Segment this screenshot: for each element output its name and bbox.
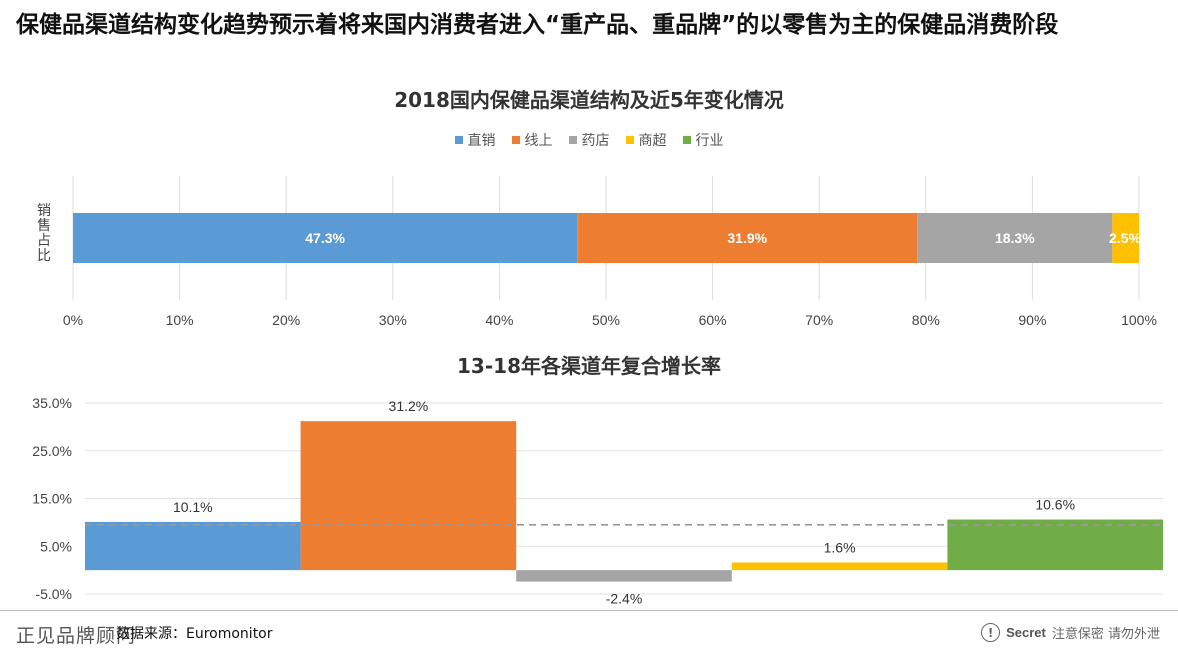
x-tick-label: 90% — [1018, 312, 1046, 328]
legend-swatch — [682, 136, 691, 144]
y-tick-label: 15.0% — [32, 491, 72, 507]
legend-swatch — [568, 136, 577, 144]
growth-data-label: 31.2% — [389, 398, 429, 414]
stacked-bar-segment — [73, 213, 578, 263]
growth-bar — [516, 570, 732, 582]
legend-swatch — [511, 136, 520, 144]
growth-data-label: 1.6% — [824, 539, 856, 555]
x-tick-label: 60% — [699, 312, 727, 328]
ylabel-char: 售 — [37, 218, 51, 234]
segment-data-label: 47.3% — [305, 230, 345, 246]
segment-data-label: 31.9% — [727, 230, 767, 246]
stacked-bar-segment — [1112, 213, 1139, 263]
growth-bar — [947, 519, 1163, 571]
growth-bar — [85, 521, 301, 571]
x-tick-label: 20% — [272, 312, 300, 328]
ylabel-char: 比 — [37, 248, 51, 264]
ylabel-char: 销 — [37, 203, 51, 219]
growth-chart-title: 13-18年各渠道年复合增长率 — [457, 354, 721, 378]
brand-logo: 正见品牌顾问 — [16, 625, 137, 647]
secret-label: Secret — [1006, 625, 1046, 640]
legend-item: 商超 — [625, 130, 667, 150]
stacked-chart-ylabel: 销售占比 — [34, 204, 54, 264]
x-tick-label: 50% — [592, 312, 620, 328]
growth-bar — [300, 421, 517, 571]
y-tick-label: 25.0% — [32, 443, 72, 459]
segment-data-label: 2.5% — [1109, 230, 1141, 246]
legend-item: 直销 — [454, 130, 496, 150]
ylabel-char: 占 — [37, 233, 51, 249]
confidential-notice: ! Secret 注意保密 请勿外泄 — [981, 623, 1160, 642]
stacked-bar-segment — [577, 213, 918, 263]
legend-swatch — [454, 136, 463, 144]
legend-label: 商超 — [638, 133, 667, 149]
data-source: 数据来源：Euromonitor — [116, 626, 273, 642]
legend-label: 药店 — [581, 133, 610, 149]
page-headline: 保健品渠道结构变化趋势预示着将来国内消费者进入“重产品、重品牌”的以零售为主的保… — [16, 12, 1059, 38]
legend-item: 线上 — [511, 130, 553, 150]
legend-label: 直销 — [467, 133, 496, 149]
x-tick-label: 80% — [912, 312, 940, 328]
exclamation-circle-icon: ! — [981, 623, 1001, 642]
y-tick-label: 35.0% — [32, 395, 72, 411]
growth-data-label: -2.4% — [606, 591, 643, 607]
growth-data-label: 10.1% — [173, 499, 213, 515]
legend-label: 行业 — [695, 133, 724, 149]
stacked-bar-segment — [917, 213, 1113, 263]
x-tick-label: 100% — [1121, 312, 1157, 328]
stacked-chart-legend: 直销 线上 药店 商超 行业 — [0, 130, 1178, 150]
segment-data-label: 18.3% — [995, 230, 1035, 246]
x-tick-label: 10% — [166, 312, 194, 328]
legend-swatch — [625, 136, 634, 144]
footer-divider — [0, 610, 1178, 611]
growth-data-label: 10.6% — [1035, 497, 1075, 513]
x-tick-label: 70% — [805, 312, 833, 328]
growth-bar — [731, 562, 948, 571]
y-tick-label: -5.0% — [35, 586, 72, 602]
legend-item: 药店 — [568, 130, 610, 150]
legend-item: 行业 — [682, 130, 724, 150]
x-tick-label: 30% — [379, 312, 407, 328]
x-tick-label: 0% — [63, 312, 83, 328]
y-tick-label: 5.0% — [40, 538, 72, 554]
legend-label: 线上 — [524, 133, 553, 149]
stacked-chart-title: 2018国内保健品渠道结构及近5年变化情况 — [394, 88, 784, 112]
x-tick-label: 40% — [485, 312, 513, 328]
secret-note: 注意保密 请勿外泄 — [1051, 627, 1160, 642]
